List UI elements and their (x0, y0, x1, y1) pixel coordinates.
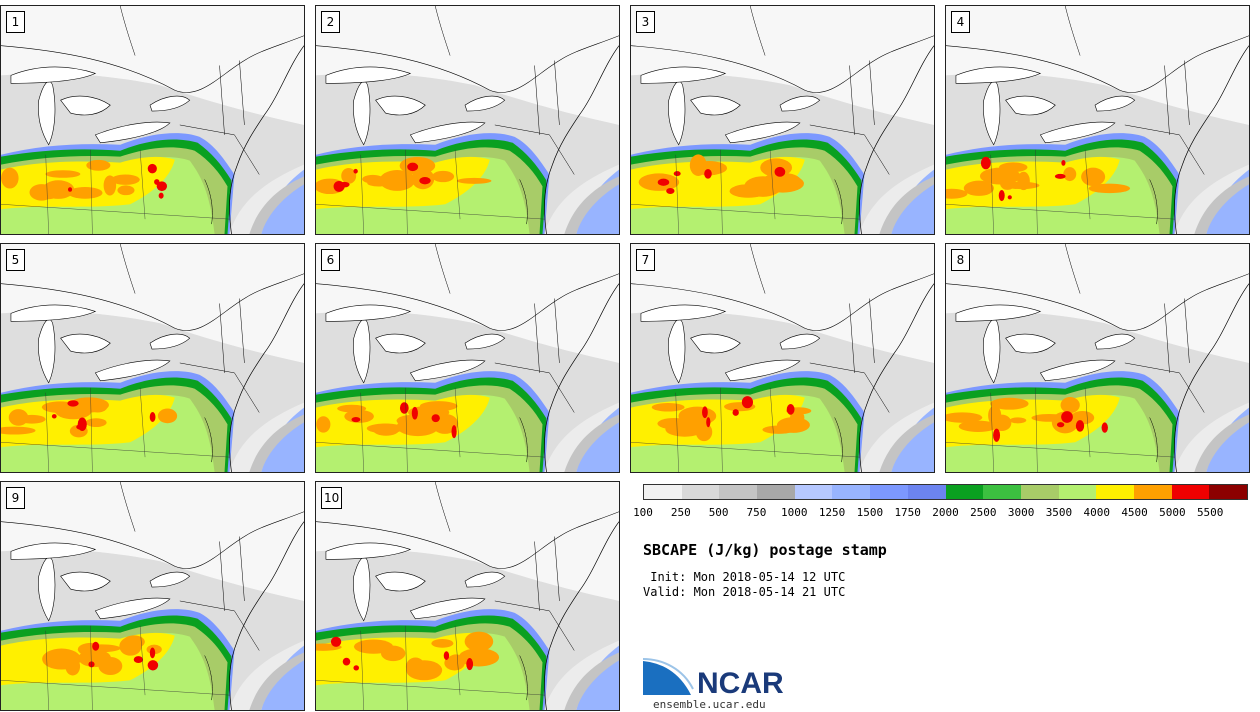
ncar-logo-text: NCAR (697, 667, 784, 697)
map-panel-4: 4 (945, 5, 1250, 235)
panel-number-label: 9 (6, 487, 25, 509)
colorbar-cell (681, 485, 720, 499)
colorbar-cell (1133, 485, 1172, 499)
colorbar-tick-label: 4000 (1083, 506, 1111, 519)
map-panel-1: 1 (0, 5, 305, 235)
colorbar-cell (1058, 485, 1097, 499)
colorbar-cell (907, 485, 946, 499)
ncar-url: ensemble.ucar.edu (653, 698, 766, 711)
ncar-swoosh-icon (643, 661, 691, 695)
colorbar-tick-label: 4500 (1121, 506, 1148, 519)
colorbar-cell (1171, 485, 1210, 499)
colorbar-tick-label: 5500 (1196, 506, 1224, 519)
map-panel-9: 9 (0, 481, 305, 711)
colorbar-cell (757, 485, 795, 499)
colorbar-tick-label: 1500 (856, 506, 884, 519)
panel-number-label: 3 (636, 11, 655, 33)
colorbar-tick-label: 250 (670, 506, 691, 519)
panel-number-label: 5 (6, 249, 25, 271)
colorbar-tick-label: 2500 (970, 506, 997, 519)
colorbar-cell (945, 485, 984, 499)
colorbar-cell (794, 485, 833, 499)
plot-title: SBCAPE (J/kg) postage stamp (643, 541, 887, 559)
map-panel-3: 3 (630, 5, 935, 235)
colorbar-cell (644, 485, 682, 499)
colorbar-tick-label: 100 (633, 506, 653, 519)
colorbar-tick-label: 2000 (932, 506, 959, 519)
colorbar-tick-label: 1750 (894, 506, 921, 519)
ncar-logo: NCAR (643, 658, 784, 697)
panel-number-label: 7 (636, 249, 655, 271)
colorbar-tick-label: 1250 (818, 506, 846, 519)
colorbar-tick-label: 500 (708, 506, 729, 519)
panel-number-label: 4 (951, 11, 970, 33)
init-time: Init: Mon 2018-05-14 12 UTC (643, 570, 846, 584)
map-panel-10: 10 (315, 481, 620, 711)
panel-number-label: 10 (321, 487, 343, 509)
colorbar-tick-label: 3500 (1045, 506, 1073, 519)
colorbar-cell (1209, 485, 1247, 499)
colorbar-tick-label: 1000 (781, 506, 808, 519)
colorbar-cell (1020, 485, 1059, 499)
colorbar-cell (870, 485, 908, 499)
panel-number-label: 8 (951, 249, 970, 271)
colorbar-tick-label: 750 (746, 506, 767, 519)
colorbar (643, 484, 1248, 500)
colorbar-cell (983, 485, 1021, 499)
map-panel-2: 2 (315, 5, 620, 235)
valid-time: Valid: Mon 2018-05-14 21 UTC (643, 585, 846, 599)
map-panel-7: 7 (630, 243, 935, 473)
map-panel-8: 8 (945, 243, 1250, 473)
colorbar-cell (832, 485, 871, 499)
panel-number-label: 1 (6, 11, 25, 33)
panel-number-label: 2 (321, 11, 340, 33)
map-panel-5: 5 (0, 243, 305, 473)
colorbar-cell (1096, 485, 1134, 499)
colorbar-tick-label: 3000 (1007, 506, 1035, 519)
colorbar-tick-label: 5000 (1159, 506, 1186, 519)
panel-number-label: 6 (321, 249, 340, 271)
map-panel-6: 6 (315, 243, 620, 473)
colorbar-cell (719, 485, 758, 499)
